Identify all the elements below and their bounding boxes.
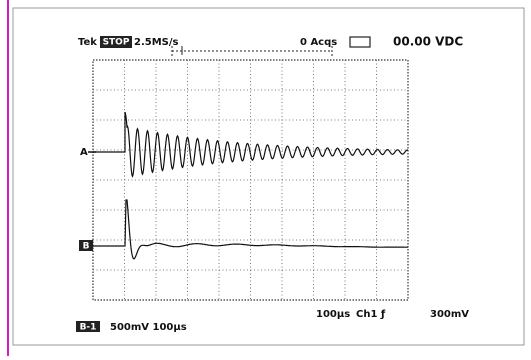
trigger-icon: [350, 37, 370, 47]
status: STOP: [103, 38, 130, 48]
brand: Tek: [78, 37, 97, 48]
frame: [13, 8, 524, 345]
page: {"header":{"brand":"Tek","status":"STOP"…: [0, 0, 531, 356]
level: 300mV: [430, 309, 469, 320]
timebase: 100µs: [316, 309, 350, 320]
readout: 00.00 VDC: [393, 35, 463, 49]
scope-screen: Tek STOP 2.5MS/s 0 Acqs 00.00 VDC A B 10…: [0, 0, 531, 356]
settings: 500mV 100µs: [110, 322, 187, 333]
graticule: [93, 60, 408, 300]
trigger: Ch1 ƒ: [356, 309, 386, 320]
marker-b: B: [83, 242, 90, 252]
marker-a: A: [80, 147, 88, 158]
channel: B-1: [80, 323, 97, 333]
